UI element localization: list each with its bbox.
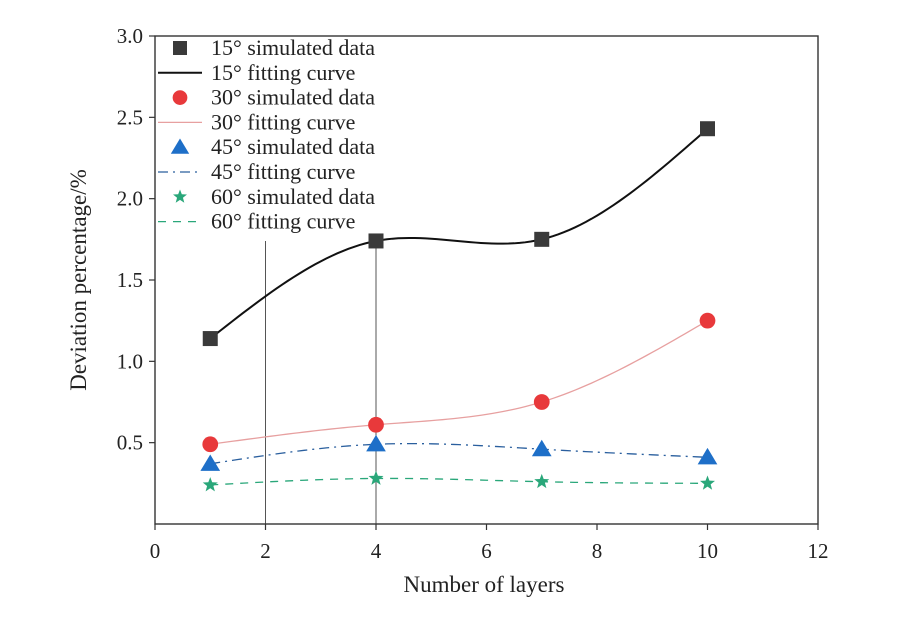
data-point [202, 477, 218, 492]
data-point [366, 434, 386, 452]
data-point [368, 416, 384, 433]
x-tick-label: 8 [592, 539, 603, 563]
legend-label: 30° fitting curve [211, 109, 355, 134]
x-tick-label: 2 [260, 539, 271, 563]
legend-label: 45° simulated data [211, 134, 375, 159]
fit-curve-1 [209, 127, 709, 340]
data-point [202, 436, 219, 453]
x-axis-title: Number of layers [404, 572, 565, 597]
data-point [200, 454, 221, 471]
data-point [534, 473, 550, 489]
legend-label: 60° fitting curve [211, 209, 355, 234]
legend-label: 15° simulated data [211, 35, 375, 60]
y-tick-label: 1.0 [117, 349, 143, 373]
data-point [699, 312, 716, 329]
data-point [700, 475, 715, 490]
y-tick-label: 1.5 [117, 268, 143, 292]
legend-label: 30° simulated data [211, 85, 375, 110]
x-tick-label: 12 [808, 539, 829, 563]
legend-marker [173, 189, 187, 203]
plot-area [200, 121, 718, 524]
y-axis-title: Deviation percentage/% [66, 169, 91, 391]
legend-label: 15° fitting curve [211, 60, 355, 85]
fit-curve-4 [210, 477, 708, 486]
data-point [368, 233, 384, 249]
fit-curve-3 [210, 442, 708, 465]
x-tick-label: 6 [481, 539, 492, 563]
data-point [368, 470, 384, 485]
axes: 0 2 4 6 8 10 12 0.5 1.0 1.5 2.0 2.5 3.0 [117, 24, 829, 563]
x-tick-label: 0 [150, 539, 161, 563]
data-point [533, 394, 550, 410]
legend-label: 60° simulated data [211, 184, 375, 209]
legend-marker [173, 41, 187, 55]
x-tick-label: 4 [371, 539, 382, 563]
x-tick-label: 10 [697, 539, 718, 563]
data-point [202, 331, 218, 347]
y-tick-label: 3.0 [117, 24, 143, 48]
legend-marker [170, 138, 190, 154]
y-tick-label: 2.0 [117, 187, 143, 211]
legend-marker [172, 90, 188, 105]
data-point [697, 447, 718, 465]
y-tick-label: 2.5 [117, 105, 143, 129]
legend-label: 45° fitting curve [211, 159, 355, 184]
data-point [700, 121, 715, 137]
data-point [534, 231, 550, 247]
y-tick-label: 0.5 [117, 431, 143, 455]
data-point [531, 439, 552, 457]
fit-curve-2 [210, 320, 708, 445]
